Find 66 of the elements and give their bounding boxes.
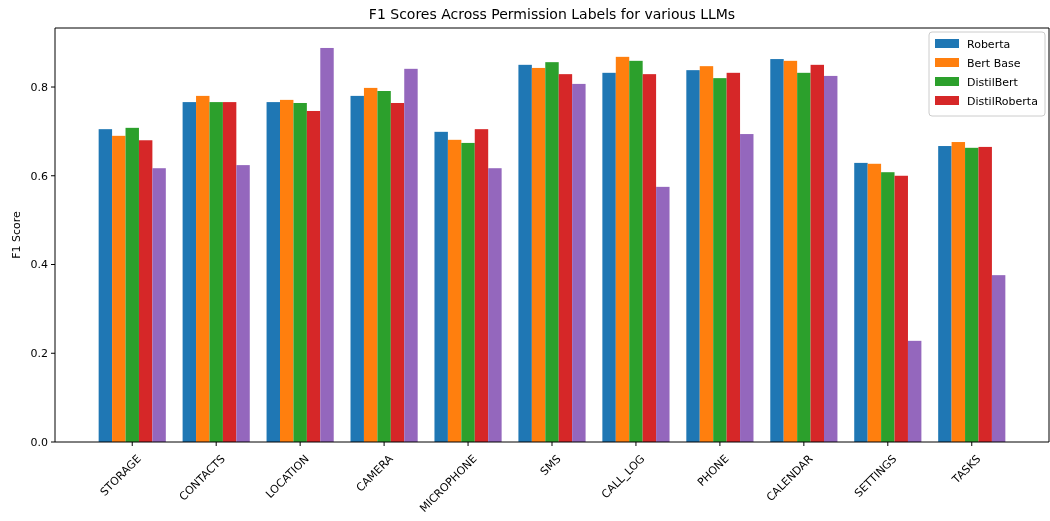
bar <box>152 168 166 442</box>
bar <box>306 110 321 442</box>
bar <box>699 66 714 442</box>
legend-label: Bert Base <box>967 56 1021 70</box>
bar <box>474 129 489 442</box>
bar <box>713 78 727 442</box>
y-tick-label: 0.6 <box>30 169 48 183</box>
bar <box>938 146 952 442</box>
bar <box>138 140 153 442</box>
bar <box>810 64 825 442</box>
bar <box>558 74 573 442</box>
bar <box>320 47 334 442</box>
bar <box>377 91 391 442</box>
bar <box>222 102 237 442</box>
y-tick-label: 0.8 <box>30 80 48 94</box>
bar <box>951 142 966 442</box>
bar <box>740 134 754 442</box>
bar <box>390 102 405 442</box>
bar <box>293 102 307 442</box>
bar <box>266 102 280 442</box>
bar <box>488 168 502 442</box>
bar <box>797 72 811 442</box>
bar <box>209 102 223 442</box>
bar <box>783 60 798 442</box>
bar <box>686 70 700 442</box>
bar <box>363 87 378 442</box>
bar <box>545 62 559 442</box>
bar <box>642 74 657 442</box>
bar <box>98 129 113 442</box>
bar <box>965 147 979 442</box>
bar <box>279 99 294 442</box>
bar <box>854 162 868 442</box>
bar <box>867 163 882 442</box>
bar <box>881 172 895 442</box>
bar <box>656 186 670 442</box>
bar <box>182 102 197 442</box>
bar <box>991 275 1006 442</box>
bar <box>615 56 630 442</box>
legend-label: DistilBert <box>967 75 1019 89</box>
bar <box>125 127 139 442</box>
bar <box>461 142 475 442</box>
bar <box>894 175 908 442</box>
bar <box>236 165 250 442</box>
y-axis-title: F1 Score <box>10 210 23 259</box>
y-tick-label: 0.4 <box>30 258 48 272</box>
legend-label: Roberta <box>967 37 1011 51</box>
bar <box>726 72 741 442</box>
legend-label: DistilRoberta <box>967 94 1038 108</box>
bar <box>531 67 546 442</box>
bar <box>770 59 784 442</box>
bar <box>447 139 462 442</box>
bar <box>434 131 448 442</box>
bar <box>350 95 364 442</box>
bar <box>572 83 586 442</box>
bar <box>518 64 532 442</box>
bar <box>978 146 992 442</box>
bar <box>112 135 126 442</box>
y-tick-label: 0.0 <box>30 435 48 449</box>
bar <box>196 95 210 442</box>
bar <box>602 72 616 442</box>
bar <box>907 340 922 442</box>
y-tick-label: 0.2 <box>30 347 48 361</box>
chart-title: F1 Scores Across Permission Labels for various LLMs <box>368 6 736 22</box>
bar <box>629 60 643 442</box>
bar <box>824 75 838 442</box>
bar <box>404 68 418 442</box>
